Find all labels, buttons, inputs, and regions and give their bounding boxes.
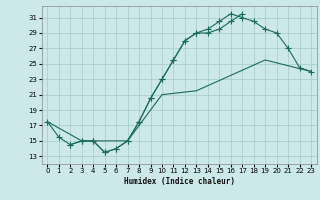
X-axis label: Humidex (Indice chaleur): Humidex (Indice chaleur) (124, 177, 235, 186)
